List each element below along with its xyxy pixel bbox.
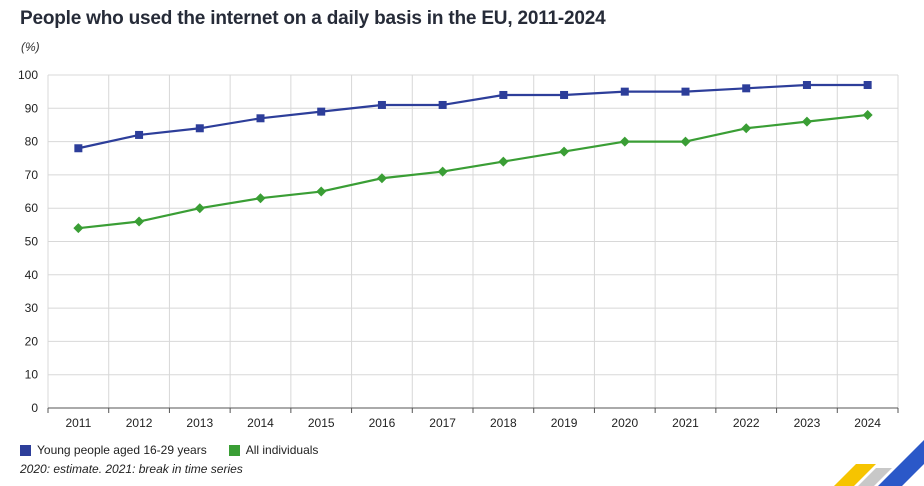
data-point-young bbox=[499, 90, 508, 99]
x-tick-label: 2024 bbox=[854, 416, 881, 430]
data-point-all bbox=[559, 146, 570, 157]
y-tick-label: 0 bbox=[31, 401, 38, 415]
x-tick-label: 2011 bbox=[65, 416, 91, 430]
data-point-all bbox=[741, 123, 752, 134]
eurostat-logo-icon bbox=[834, 440, 924, 486]
legend-label-all: All individuals bbox=[245, 443, 319, 457]
y-tick-label: 30 bbox=[25, 301, 39, 315]
y-tick-label: 20 bbox=[25, 334, 39, 348]
y-tick-label: 10 bbox=[25, 368, 39, 382]
legend-item-young: Young people aged 16-29 years bbox=[20, 443, 207, 457]
data-point-young bbox=[377, 100, 386, 109]
x-tick-label: 2022 bbox=[733, 416, 760, 430]
data-point-all bbox=[73, 223, 84, 234]
data-point-young bbox=[438, 100, 447, 109]
data-point-all bbox=[316, 186, 327, 197]
data-point-all bbox=[194, 203, 205, 214]
data-point-young bbox=[74, 144, 83, 153]
x-tick-label: 2016 bbox=[369, 416, 396, 430]
data-point-young bbox=[317, 107, 326, 116]
y-tick-label: 100 bbox=[18, 68, 38, 82]
series-line-1 bbox=[78, 113, 868, 230]
y-tick-label: 60 bbox=[25, 201, 39, 215]
legend-item-all: All individuals bbox=[228, 443, 319, 457]
legend-swatch-all bbox=[228, 444, 240, 456]
data-point-young bbox=[620, 87, 629, 96]
y-axis-unit: (%) bbox=[21, 40, 40, 54]
data-point-young bbox=[681, 87, 690, 96]
y-tick-label: 90 bbox=[25, 101, 39, 115]
legend: Young people aged 16-29 years All indivi… bbox=[20, 443, 318, 457]
x-tick-label: 2023 bbox=[794, 416, 821, 430]
data-point-all bbox=[498, 156, 509, 167]
legend-swatch-young bbox=[20, 444, 31, 456]
line-chart: 0 10 20 30 40 50 60 70 80 90 100 2011 2012 2013 2014 20… bbox=[18, 68, 899, 430]
data-point-all bbox=[376, 173, 387, 184]
data-point-young bbox=[560, 90, 569, 99]
x-tick-label: 2017 bbox=[429, 416, 456, 430]
data-point-young bbox=[135, 130, 144, 139]
x-tick-label: 2012 bbox=[126, 416, 153, 430]
x-tick-label: 2013 bbox=[186, 416, 213, 430]
footnote: 2020: estimate. 2021: break in time seri… bbox=[20, 462, 243, 476]
data-point-all bbox=[619, 136, 630, 147]
y-tick-label: 80 bbox=[25, 135, 39, 149]
y-tick-label: 50 bbox=[25, 235, 39, 249]
data-point-young bbox=[863, 80, 872, 89]
data-point-all bbox=[801, 116, 812, 127]
x-tick-label: 2021 bbox=[672, 416, 699, 430]
x-tick-label: 2019 bbox=[551, 416, 578, 430]
x-tick-label: 2015 bbox=[308, 416, 335, 430]
data-point-all bbox=[134, 216, 145, 227]
data-point-all bbox=[862, 109, 873, 120]
x-tick-label: 2018 bbox=[490, 416, 517, 430]
chart-title: People who used the internet on a daily … bbox=[20, 8, 606, 29]
data-point-young bbox=[802, 80, 811, 89]
data-point-all bbox=[437, 166, 448, 177]
x-tick-label: 2020 bbox=[611, 416, 638, 430]
y-tick-label: 40 bbox=[25, 268, 39, 282]
data-point-young bbox=[256, 114, 265, 123]
data-point-all bbox=[680, 136, 691, 147]
data-point-all bbox=[255, 193, 266, 204]
x-tick-label: 2014 bbox=[247, 416, 274, 430]
data-point-young bbox=[195, 124, 204, 133]
data-point-young bbox=[742, 84, 751, 93]
legend-label-young: Young people aged 16-29 years bbox=[37, 443, 207, 457]
series-line-0 bbox=[78, 83, 868, 150]
y-tick-label: 70 bbox=[25, 168, 39, 182]
